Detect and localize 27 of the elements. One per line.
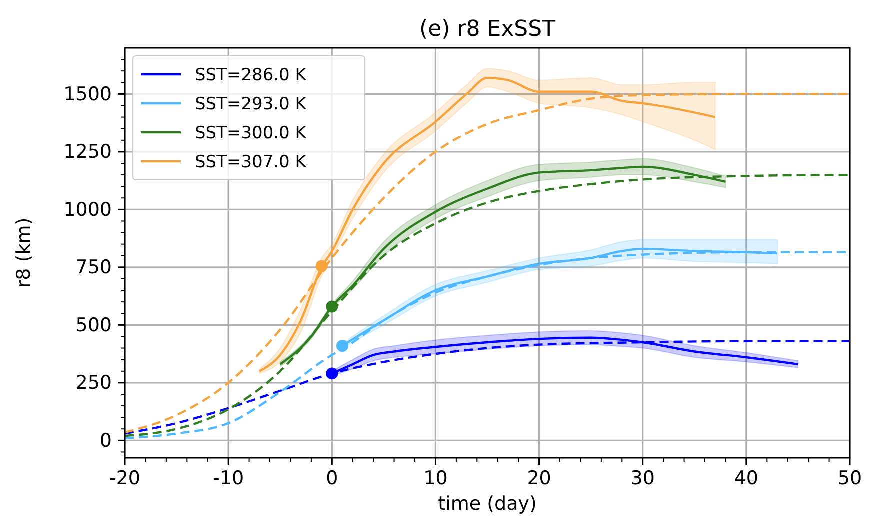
- x-tick-label: 40: [734, 467, 759, 490]
- x-tick-label: -10: [213, 467, 244, 490]
- legend-label: SST=300.0 K: [195, 124, 308, 144]
- x-tick-label: 20: [527, 467, 552, 490]
- point: [326, 368, 338, 380]
- line-series: [124, 340, 852, 435]
- y-tick-label: 1500: [64, 83, 112, 106]
- x-tick-label: -20: [109, 467, 141, 490]
- legend-label: SST=293.0 K: [195, 94, 308, 114]
- x-tick-label: 50: [838, 467, 862, 490]
- x-axis-title: time (day): [438, 493, 537, 515]
- point: [316, 260, 328, 272]
- chart-title: (e) r8 ExSST: [419, 17, 556, 42]
- legend-label: SST=286.0 K: [195, 66, 308, 86]
- y-tick-label: 1000: [64, 198, 112, 221]
- y-tick-label: 1250: [64, 141, 112, 164]
- y-tick-label: 0: [100, 430, 112, 452]
- point: [326, 300, 338, 313]
- y-axis-title: r8 (km): [13, 218, 35, 288]
- y-tick-label: 500: [76, 314, 112, 336]
- point: [336, 340, 348, 352]
- x-tick-label: 0: [326, 467, 338, 490]
- legend-label: SST=307.0 K: [195, 152, 308, 172]
- x-tick-label: 10: [424, 467, 448, 490]
- y-tick-label: 250: [76, 372, 112, 394]
- y-tick-label: 750: [76, 256, 112, 279]
- x-tick-label: 30: [630, 467, 655, 490]
